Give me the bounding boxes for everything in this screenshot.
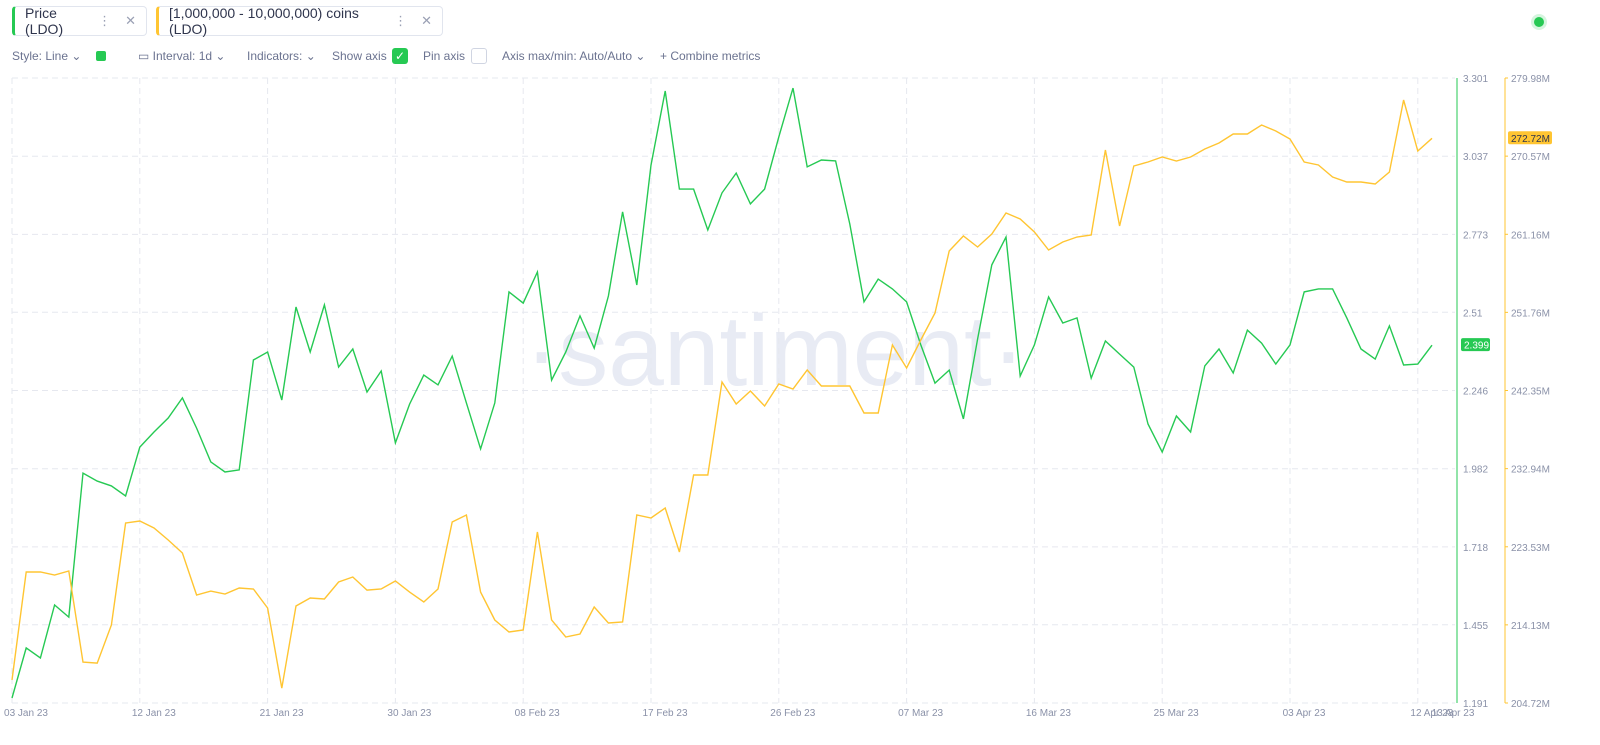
color-select[interactable]	[96, 51, 106, 61]
tab-menu[interactable]: ⋮	[394, 13, 408, 28]
x-tick-label: 03 Jan 23	[4, 708, 48, 719]
watermark: ·santiment·	[525, 295, 1025, 407]
y-tick-label: 1.191	[1463, 699, 1488, 710]
y-tick-label: 1.455	[1463, 621, 1488, 632]
y-tick-label: 1.718	[1463, 543, 1488, 554]
tab-label: [1,000,000 - 10,000,000) coins (LDO)	[169, 5, 359, 37]
tool-label: Style: Line	[12, 49, 69, 63]
tab-menu[interactable]: ⋮	[98, 13, 112, 28]
tool-label: Combine metrics	[670, 49, 761, 63]
metric-tab[interactable]: [1,000,000 - 10,000,000) coins (LDO) ⋮ ✕	[156, 5, 443, 37]
series-line	[11, 99, 1433, 689]
tab-close[interactable]: ✕	[125, 13, 136, 28]
y2-tick-label: 232.94M	[1511, 465, 1550, 476]
pin-axis-checkbox[interactable]	[471, 48, 487, 64]
combine-button[interactable]: + Combine metrics	[660, 49, 761, 63]
x-tick-label: 16 Mar 23	[1026, 708, 1071, 719]
pin-axis-label: Pin axis	[423, 49, 466, 63]
show-axis-checkbox[interactable]: ✓	[392, 48, 408, 64]
series-line	[11, 87, 1433, 699]
indicators-select[interactable]: Indicators: ⌄	[247, 49, 316, 63]
x-tick-label: 08 Feb 23	[515, 708, 560, 719]
x-tick-label: 07 Mar 23	[898, 708, 943, 719]
x-tick-label: 25 Mar 23	[1154, 708, 1199, 719]
y2-tick-label: 270.57M	[1511, 152, 1550, 163]
style-select[interactable]: Style: Line ⌄	[12, 49, 82, 63]
y2-tick-label: 242.35M	[1511, 387, 1550, 398]
y-tick-label: 3.301	[1463, 74, 1488, 85]
metric-tab[interactable]: Price (LDO) ⋮ ✕	[12, 5, 147, 37]
last-value-badge	[1508, 131, 1552, 145]
y-tick-label: 2.246	[1463, 387, 1488, 398]
x-tick-label: 12 Jan 23	[132, 708, 176, 719]
show-axis-label: Show axis	[332, 49, 387, 63]
last-value-badge	[1461, 338, 1490, 352]
y2-tick-label: 279.98M	[1511, 74, 1550, 85]
y2-tick-label: 204.72M	[1511, 699, 1550, 710]
last-value-label: 2.399	[1464, 341, 1489, 352]
status-dot	[1534, 17, 1544, 27]
tab-label: Price (LDO)	[25, 5, 64, 37]
y2-tick-label: 261.16M	[1511, 230, 1550, 241]
x-tick-label: 26 Feb 23	[770, 708, 815, 719]
x-tick-label: 13 Apr 23	[1432, 708, 1475, 719]
x-tick-label: 17 Feb 23	[642, 708, 687, 719]
tool-label: Indicators:	[247, 49, 303, 63]
y2-tick-label: 214.13M	[1511, 621, 1550, 632]
tab-close[interactable]: ✕	[421, 13, 432, 28]
y-tick-label: 1.982	[1463, 465, 1488, 476]
y2-tick-label: 223.53M	[1511, 543, 1550, 554]
axis-range-select[interactable]: Axis max/min: Auto/Auto ⌄	[502, 49, 646, 63]
y-tick-label: 2.51	[1463, 308, 1483, 319]
x-tick-label: 03 Apr 23	[1283, 708, 1326, 719]
x-tick-label: 12 Apr 23	[1410, 708, 1453, 719]
x-tick-label: 30 Jan 23	[387, 708, 431, 719]
y-tick-label: 2.773	[1463, 230, 1488, 241]
last-value-label: 272.72M	[1511, 134, 1550, 145]
y2-tick-label: 251.76M	[1511, 308, 1550, 319]
x-tick-label: 21 Jan 23	[260, 708, 304, 719]
interval-select[interactable]: ▭ Interval: 1d ⌄	[138, 49, 226, 63]
tool-label: Interval: 1d	[152, 49, 213, 63]
tool-label: Axis max/min: Auto/Auto	[502, 49, 633, 63]
y-tick-label: 3.037	[1463, 152, 1488, 163]
